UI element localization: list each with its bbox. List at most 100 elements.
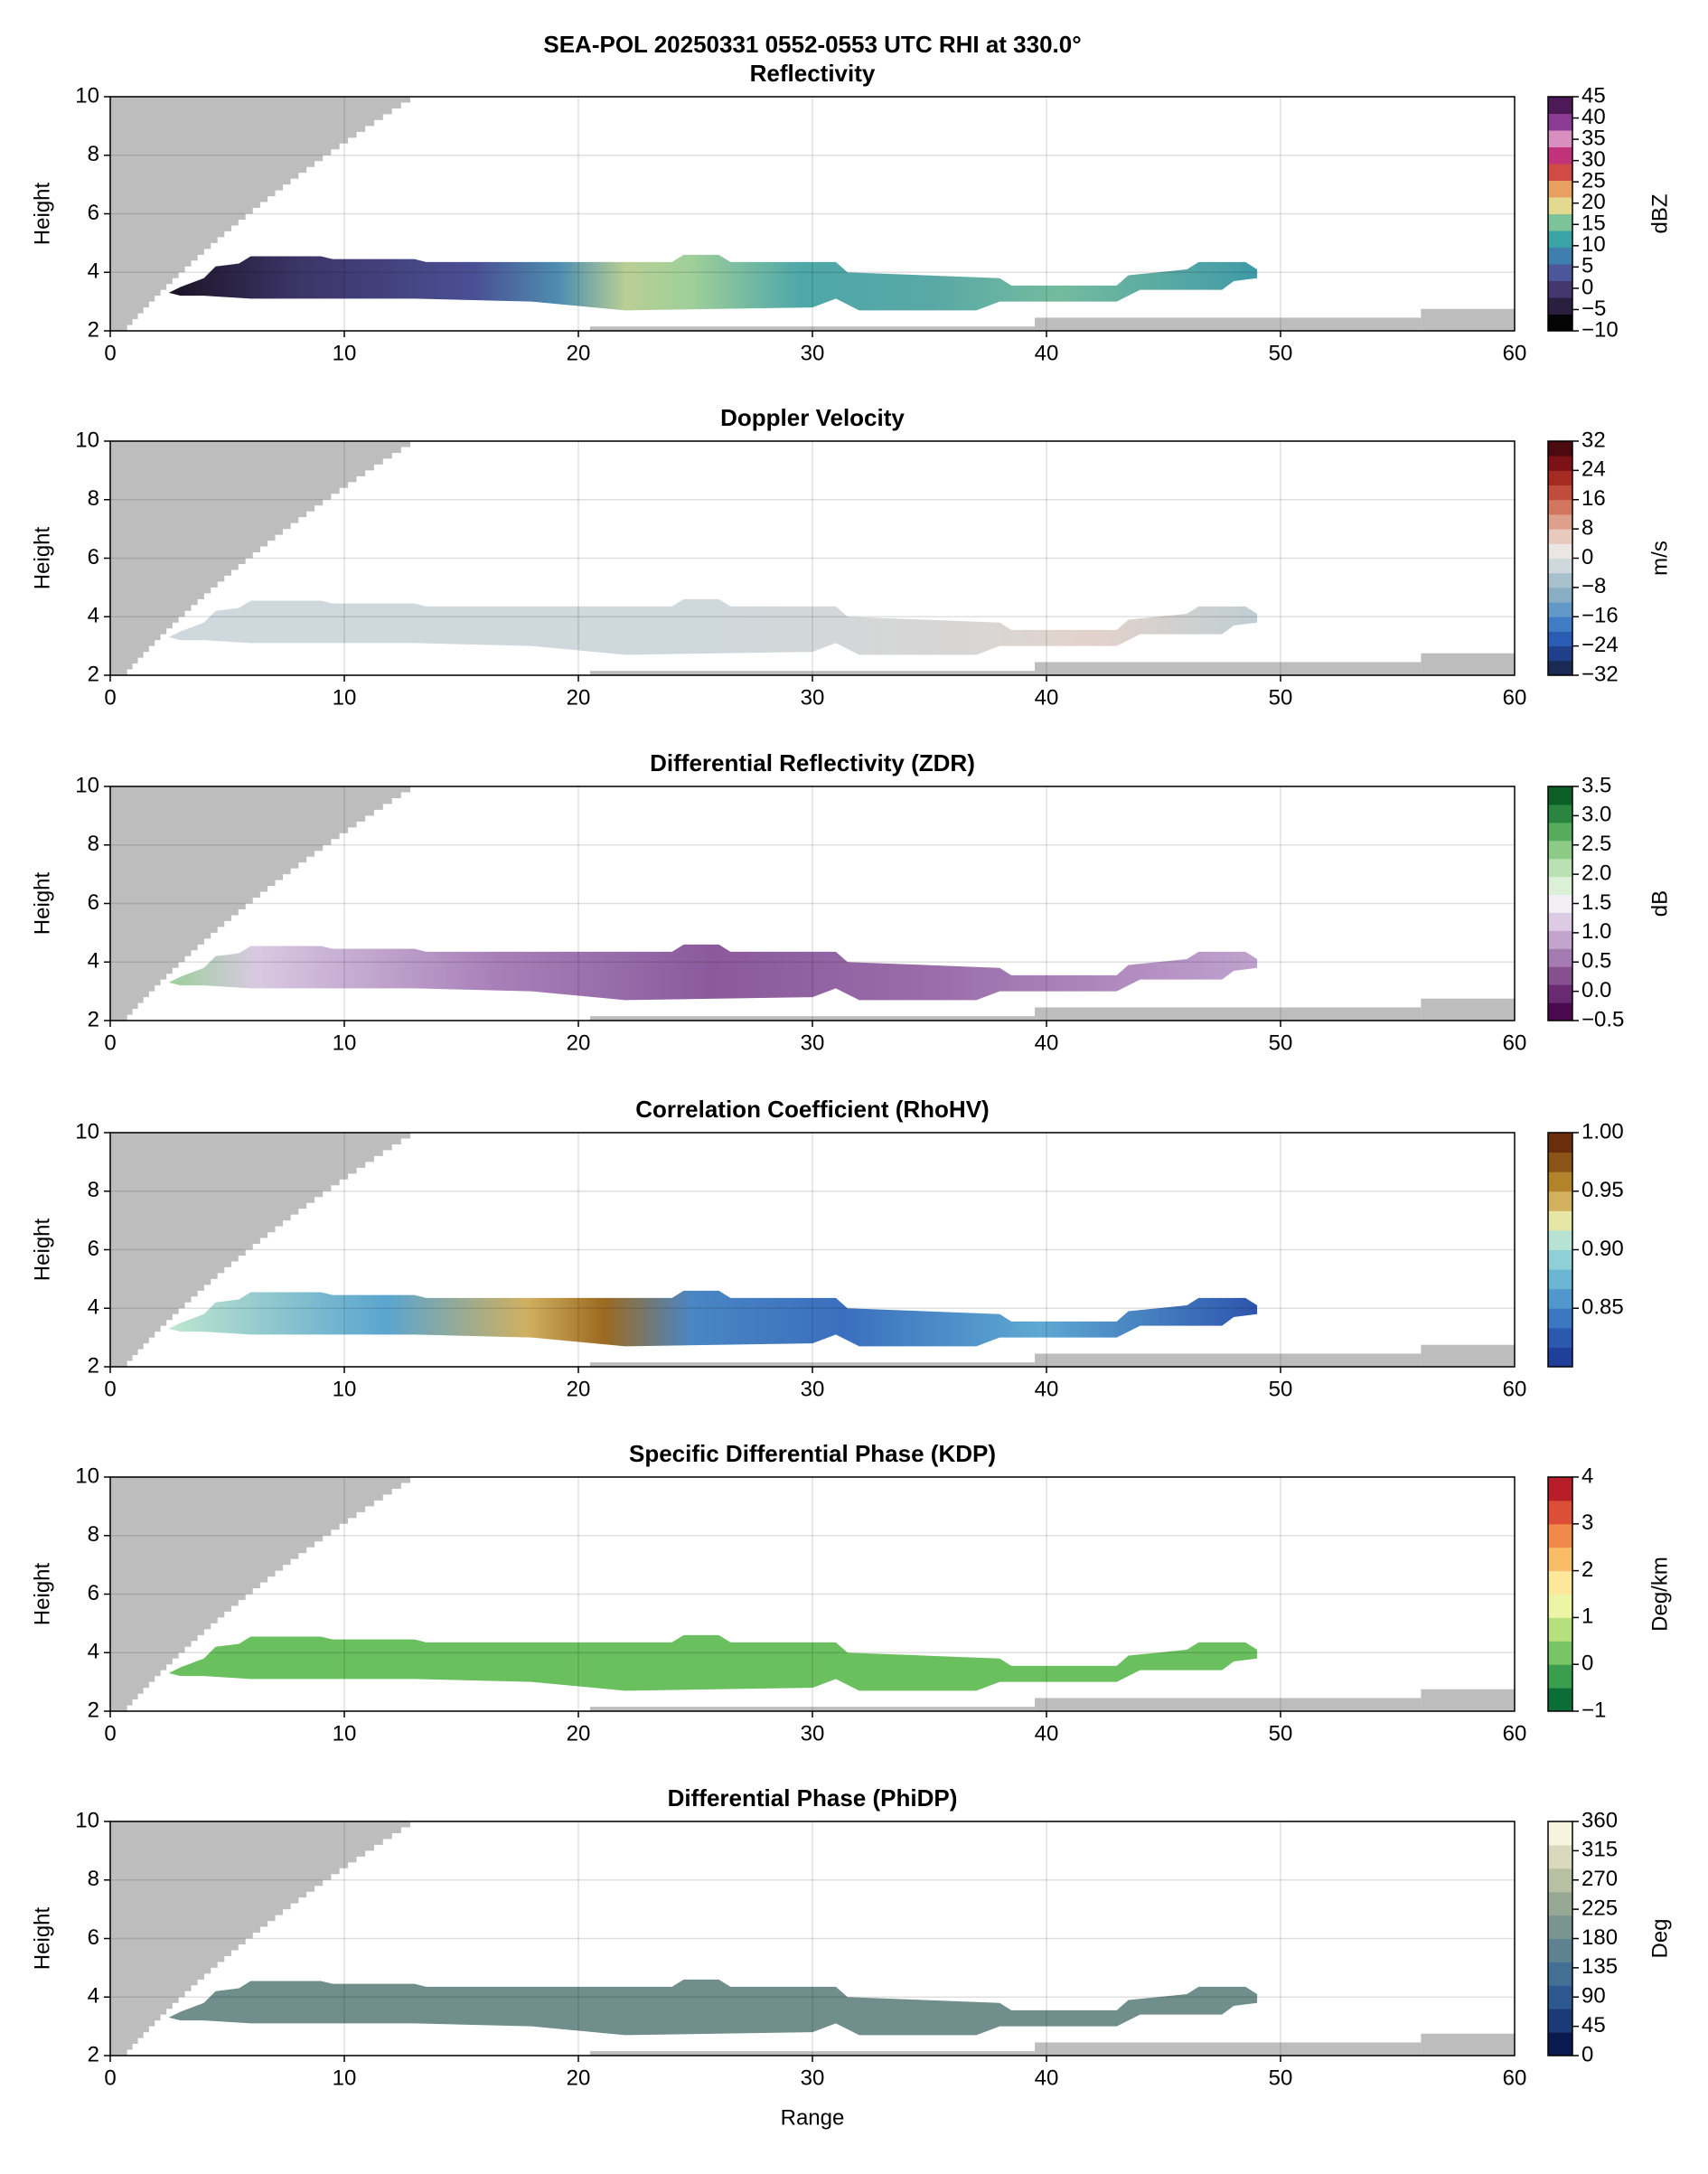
colorbar-segment — [1548, 1985, 1572, 2009]
colorbar-segment — [1548, 894, 1572, 913]
colorbar-segment — [1548, 930, 1572, 949]
y-axis-label: Height — [30, 1562, 54, 1625]
colorbar-segment — [1548, 1002, 1572, 1021]
x-tick-label: 60 — [1503, 685, 1527, 710]
colorbar-tick-label: 30 — [1581, 147, 1606, 172]
colorbar-label: Deg/km — [1647, 1557, 1672, 1632]
x-tick-label: 10 — [333, 341, 357, 365]
figure-title: SEA-POL 20250331 0552-0553 UTC RHI at 33… — [543, 31, 1081, 58]
colorbar-tick-label: 90 — [1581, 1984, 1606, 2009]
colorbar-tick-label: 0.85 — [1581, 1295, 1624, 1320]
x-tick-label: 60 — [1503, 2066, 1527, 2090]
colorbar-segment — [1548, 297, 1572, 315]
x-tick-label: 50 — [1269, 1031, 1293, 1055]
plot-frame — [109, 1476, 1516, 1712]
colorbar-tick-label: 3 — [1581, 1511, 1593, 1535]
colorbar-tick-label: −1 — [1581, 1698, 1606, 1722]
panel-title: Doppler Velocity — [720, 404, 905, 431]
colorbar-segment — [1548, 1327, 1572, 1348]
echo-field — [168, 254, 1258, 311]
colorbar-segment — [1548, 631, 1572, 647]
x-tick-label: 20 — [567, 2066, 591, 2090]
colorbar-segment — [1548, 130, 1572, 147]
colorbar-segment — [1548, 180, 1572, 198]
colorbar-segment — [1548, 572, 1572, 588]
ground-clutter — [589, 1362, 1036, 1367]
colorbar-tick-label: 0 — [1581, 1652, 1593, 1676]
blocked-region — [110, 441, 411, 675]
x-tick-label: 60 — [1503, 1031, 1527, 1055]
blocked-region — [110, 1821, 411, 2056]
x-tick-label: 40 — [1035, 2066, 1059, 2090]
ground-clutter — [1035, 662, 1422, 675]
colorbar-frame — [1547, 1476, 1573, 1712]
colorbar-segment — [1548, 1523, 1572, 1548]
colorbar-tick-label: 3.0 — [1581, 803, 1611, 827]
colorbar-tick-label: 0.95 — [1581, 1178, 1624, 1202]
blocked-region — [110, 97, 411, 331]
x-tick-label: 10 — [333, 2066, 357, 2090]
echo-field — [168, 944, 1258, 1001]
y-axis-label: Height — [30, 1218, 54, 1281]
ground-clutter — [1421, 308, 1515, 331]
colorbar-segment — [1548, 1547, 1572, 1572]
colorbar-segment — [1548, 513, 1572, 530]
echo-field — [168, 1634, 1258, 1691]
y-tick-label: 6 — [88, 545, 99, 569]
colorbar-tick-label: 315 — [1581, 1838, 1618, 1862]
colorbar-tick-label: 45 — [1581, 2013, 1606, 2038]
colorbar-tick-label: −8 — [1581, 574, 1606, 598]
x-tick-label: 40 — [1035, 1031, 1059, 1055]
colorbar-tick-label: −16 — [1581, 604, 1619, 628]
plot-frame — [109, 1821, 1516, 2056]
colorbar-tick-label: −0.5 — [1581, 1007, 1624, 1031]
y-tick-label: 10 — [75, 1119, 99, 1143]
x-tick-label: 0 — [104, 341, 116, 365]
y-axis-label: Height — [30, 526, 54, 589]
colorbar-tick-label: 225 — [1581, 1896, 1618, 1920]
plot-frame — [109, 786, 1516, 1021]
colorbar-tick-label: 10 — [1581, 232, 1606, 257]
colorbar-tick-label: 360 — [1581, 1808, 1618, 1832]
y-tick-label: 2 — [88, 1353, 99, 1378]
colorbar-segment — [1548, 1477, 1572, 1501]
colorbar-segment — [1548, 1844, 1572, 1869]
y-tick-label: 4 — [88, 1640, 99, 1664]
x-tick-label: 20 — [567, 1031, 591, 1055]
colorbar-segment — [1548, 1249, 1572, 1270]
colorbar-tick-label: 32 — [1581, 428, 1606, 452]
colorbar-segment — [1548, 2032, 1572, 2056]
colorbar-tick-label: 16 — [1581, 486, 1606, 511]
colorbar-segment — [1548, 660, 1572, 676]
colorbar-tick-label: 24 — [1581, 457, 1606, 482]
x-tick-label: 60 — [1503, 1721, 1527, 1746]
plot-frame — [109, 440, 1516, 676]
x-tick-label: 0 — [104, 1377, 116, 1401]
colorbar-segment — [1548, 1868, 1572, 1893]
colorbar-tick-label: −5 — [1581, 296, 1606, 321]
y-tick-label: 6 — [88, 890, 99, 915]
x-tick-label: 50 — [1269, 341, 1293, 365]
ground-clutter — [1035, 317, 1422, 331]
ground-clutter — [1035, 2042, 1422, 2056]
colorbar-tick-label: 8 — [1581, 515, 1593, 540]
panel-title: Reflectivity — [750, 60, 876, 87]
blocked-region — [110, 786, 411, 1021]
panel-title: Specific Differential Phase (KDP) — [629, 1440, 996, 1467]
colorbar-segment — [1548, 876, 1572, 896]
colorbar-segment — [1548, 858, 1572, 878]
colorbar-segment — [1548, 912, 1572, 931]
colorbar-tick-label: −32 — [1581, 662, 1619, 686]
ground-clutter — [1421, 653, 1515, 675]
x-tick-label: 60 — [1503, 341, 1527, 365]
colorbar-segment — [1548, 786, 1572, 805]
colorbar-tick-label: 5 — [1581, 254, 1593, 278]
panel-title: Differential Reflectivity (ZDR) — [650, 749, 975, 776]
colorbar-tick-label: 135 — [1581, 1954, 1618, 1979]
colorbar-segment — [1548, 97, 1572, 114]
colorbar-segment — [1548, 1308, 1572, 1329]
y-tick-label: 10 — [75, 773, 99, 797]
colorbar-tick-label: −10 — [1581, 317, 1619, 342]
colorbar-segment — [1548, 558, 1572, 574]
